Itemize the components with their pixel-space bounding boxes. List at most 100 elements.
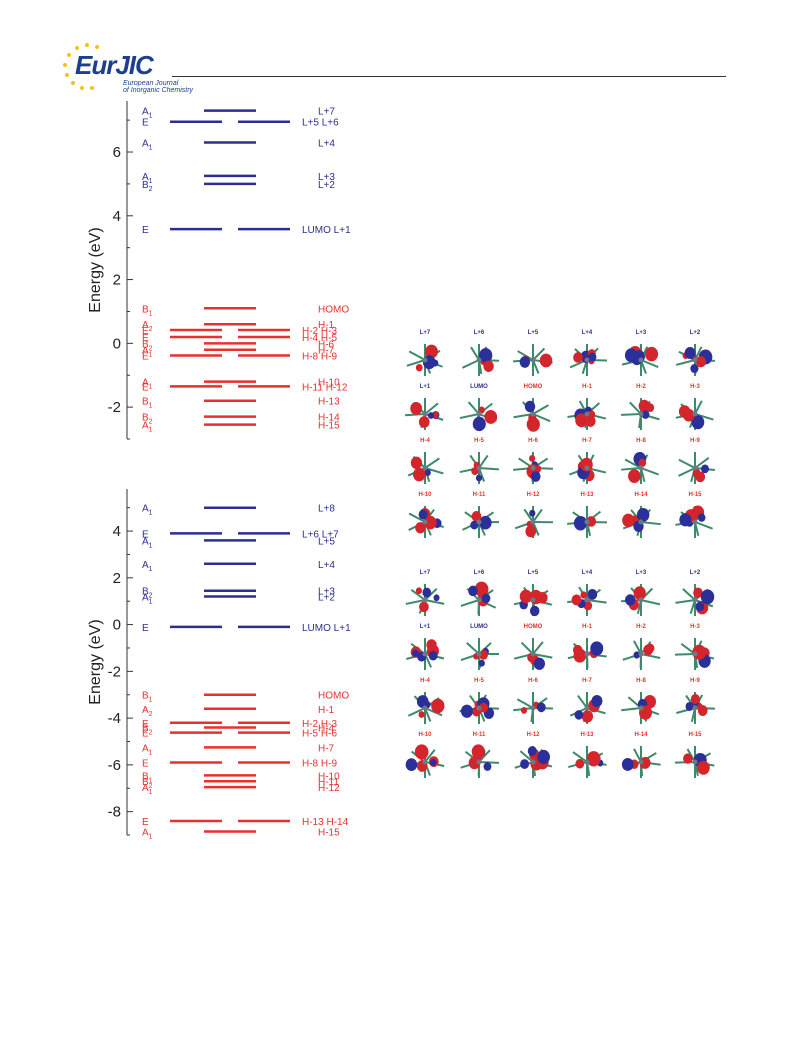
energy-level: B2 L+2 <box>142 180 335 193</box>
energy-level: A1 H-12 <box>142 783 340 796</box>
orbital-isosurface-image <box>622 506 661 538</box>
orbital-isosurface-image <box>460 581 497 616</box>
orbital-label: HOMO <box>318 304 349 315</box>
orbital-label: L+3 <box>318 172 335 183</box>
orbital-cell: L+6 <box>452 330 506 384</box>
orbital-cell-label: H-5 <box>474 678 484 684</box>
orbital-cell-label: H-6 <box>528 438 538 444</box>
orbital-cell: H-6 <box>506 438 560 492</box>
orbital-isosurface-image <box>459 398 498 432</box>
orbital-isosurface-image <box>461 344 500 376</box>
orbital-cell: H-14 <box>614 732 668 786</box>
orbital-cell: L+3 <box>614 570 668 624</box>
orbital-cell: L+2 <box>668 570 722 624</box>
energy-level: A1 L+5 <box>142 536 335 549</box>
symmetry-label: E <box>142 529 149 540</box>
orbital-isosurface-image <box>514 746 553 778</box>
orbital-isosurface-image <box>622 638 661 670</box>
orbital-isosurface-image <box>567 584 607 616</box>
orbital-label: L+7 <box>318 107 335 118</box>
orbital-isosurface-image <box>405 584 445 616</box>
orbital-panel-bottom: L+7 L+6 L+5 L+4 L+3 L+2 L+1 LUMO HOMO H-1 H-2 H-3 H-… <box>398 570 728 786</box>
symmetry-label: B2 <box>142 413 153 426</box>
symmetry-label: B2 <box>142 339 153 352</box>
orbital-cell: H-1 <box>560 384 614 438</box>
energy-level: B1 HOMO <box>142 304 349 317</box>
symmetry-label: B1 <box>142 304 153 317</box>
orbital-cell-label: L+1 <box>419 384 431 390</box>
orbital-cell: H-10 <box>398 492 452 546</box>
orbital-cell-label: H-2 <box>636 624 646 630</box>
orbital-isosurface-image <box>513 452 554 484</box>
orbital-cell: H-4 <box>398 438 452 492</box>
energy-level: E H-2 H-3 <box>142 326 337 337</box>
orbital-label: L+4 <box>318 560 335 571</box>
orbital-cell-label: H-15 <box>688 732 702 738</box>
orbital-label: H-8 H-9 <box>302 759 337 770</box>
symmetry-label: A1 <box>142 138 153 151</box>
orbital-cell: L+5 <box>506 570 560 624</box>
energy-level: B1 H-13 <box>142 397 340 410</box>
orbital-cell-label: H-2 <box>636 384 646 390</box>
orbital-cell: H-8 <box>614 438 668 492</box>
orbital-cell: H-12 <box>506 492 560 546</box>
orbital-cell-label: H-13 <box>580 732 594 738</box>
symmetry-label: B1 <box>142 397 153 410</box>
energy-level: B2 H-6 <box>142 339 335 352</box>
symmetry-label: A1 <box>142 593 153 606</box>
orbital-cell-label: H-3 <box>690 384 700 390</box>
energy-level: A1 H-7 <box>142 743 335 756</box>
orbital-cell: H-15 <box>668 732 722 786</box>
orbital-isosurface-image <box>567 638 607 670</box>
symmetry-label: A1 <box>142 827 153 840</box>
orbital-isosurface-image <box>405 744 445 778</box>
orbital-cell-label: L+6 <box>473 570 485 576</box>
orbital-cell: L+6 <box>452 570 506 624</box>
orbital-label: H-10 <box>318 771 340 782</box>
orbital-label: L+6 L+7 <box>302 529 339 540</box>
orbital-cell-label: L+7 <box>419 330 431 336</box>
orbital-cell-label: L+2 <box>689 570 701 576</box>
y-tick-label: 6 <box>113 144 121 161</box>
orbital-cell-label: L+3 <box>635 330 647 336</box>
orbital-label: H-5 H-6 <box>302 729 337 740</box>
symmetry-label: E <box>142 759 149 770</box>
star-ring-icon <box>63 43 99 90</box>
orbital-isosurface-image <box>513 692 554 724</box>
symmetry-label: E <box>142 719 149 730</box>
orbital-isosurface-image <box>675 505 713 538</box>
symmetry-label: E <box>142 817 149 828</box>
symmetry-label: B1 <box>142 691 153 704</box>
orbital-cell: H-8 <box>614 678 668 732</box>
symmetry-label: E <box>142 623 149 634</box>
orbital-cell-label: L+6 <box>473 330 485 336</box>
symmetry-label: E <box>142 333 149 344</box>
orbital-isosurface-image <box>513 584 553 617</box>
orbital-cell-label: H-4 <box>420 678 430 684</box>
orbital-cell-label: H-6 <box>528 678 538 684</box>
symmetry-label: B2 <box>142 777 153 790</box>
orbital-label: H-10 <box>318 378 340 389</box>
orbital-cell: H-7 <box>560 678 614 732</box>
orbital-cell: HOMO <box>506 624 560 678</box>
orbital-panel-top: L+7 L+6 L+5 L+4 L+3 L+2 L+1 LUMO HOMO H-1 H-2 H-3 H-… <box>398 330 728 546</box>
orbital-label: H-2 H-3 <box>302 719 337 730</box>
orbital-cell: L+7 <box>398 570 452 624</box>
logo-wordmark: EurJIC <box>75 50 154 80</box>
orbital-cell-label: L+3 <box>635 570 647 576</box>
orbital-cell: H-2 <box>614 624 668 678</box>
energy-level: B2 L+3 <box>142 587 335 600</box>
orbital-label: H-14 <box>318 413 340 424</box>
orbital-label: H-15 <box>318 827 340 838</box>
orbital-cell-label: H-1 <box>582 624 592 630</box>
energy-level: B1 HOMO <box>142 691 349 704</box>
orbital-label: H-15 <box>318 421 340 432</box>
orbital-isosurface-image <box>513 398 551 432</box>
symmetry-label: A1 <box>142 504 153 517</box>
orbital-label: H-13 <box>318 397 340 408</box>
energy-level: E H-2 H-3 <box>142 719 337 730</box>
header-rule <box>172 76 726 77</box>
symmetry-label: A1 <box>142 743 153 756</box>
energy-level: A1 L+7 <box>142 107 335 120</box>
energy-level: B1 H-10 <box>142 771 340 784</box>
